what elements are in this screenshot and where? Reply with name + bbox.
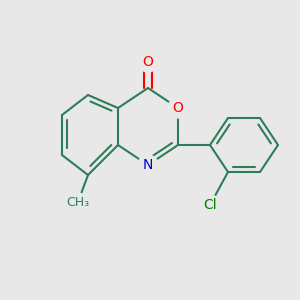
Text: O: O bbox=[142, 55, 153, 69]
Circle shape bbox=[138, 155, 158, 175]
Text: CH₃: CH₃ bbox=[66, 196, 90, 208]
Circle shape bbox=[168, 98, 188, 118]
Text: O: O bbox=[172, 101, 183, 115]
Text: N: N bbox=[143, 158, 153, 172]
Circle shape bbox=[69, 193, 87, 211]
Circle shape bbox=[200, 195, 220, 215]
Text: Cl: Cl bbox=[203, 198, 217, 212]
Circle shape bbox=[138, 52, 158, 72]
